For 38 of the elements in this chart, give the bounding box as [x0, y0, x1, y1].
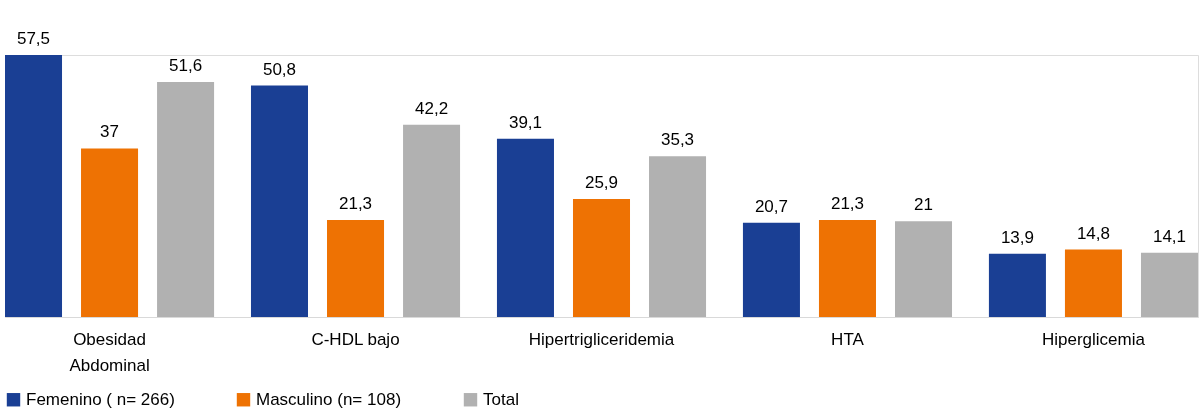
x-tick-label: Obesidad Abdominal [69, 329, 150, 375]
data-label: 51,6 [169, 55, 203, 75]
x-tick-label: C-HDL bajo [311, 329, 400, 349]
legend-label: Masculino (n= 108) [256, 389, 402, 409]
bar [403, 124, 461, 317]
bar [818, 219, 876, 317]
x-tick-label: Hiperglicemia [1041, 329, 1146, 349]
bar [649, 156, 707, 317]
x-tick-label: HTA [831, 329, 865, 349]
data-label: 13,9 [1000, 227, 1034, 247]
data-label: 39,1 [508, 112, 543, 132]
bar [81, 148, 139, 317]
x-tick-label: Hipertrigliceridemia [528, 329, 675, 349]
bar [742, 222, 800, 317]
data-label: 25,9 [584, 172, 619, 192]
bar [895, 221, 953, 317]
bar [327, 219, 385, 317]
data-label: 20,7 [754, 196, 788, 216]
legend-label: Femenino ( n= 266) [26, 389, 175, 409]
bar [988, 253, 1046, 317]
data-label: 21 [914, 195, 933, 215]
data-label: 50,8 [262, 59, 297, 79]
legend-label: Total [483, 389, 519, 409]
data-label: 21,3 [338, 193, 373, 213]
bar [250, 85, 308, 317]
bar [5, 55, 63, 317]
data-label: 14,1 [1152, 226, 1187, 246]
data-label: 21,3 [830, 193, 865, 213]
data-label: 35,3 [660, 130, 695, 150]
bar [572, 198, 631, 317]
bar [157, 81, 215, 317]
data-label: 14,8 [1076, 223, 1111, 243]
bar [496, 138, 554, 317]
data-label: 37 [100, 122, 119, 142]
bar [1064, 249, 1122, 317]
bar [1140, 252, 1198, 317]
data-label: 57,5 [16, 29, 51, 48]
data-label: 42,2 [415, 98, 449, 118]
